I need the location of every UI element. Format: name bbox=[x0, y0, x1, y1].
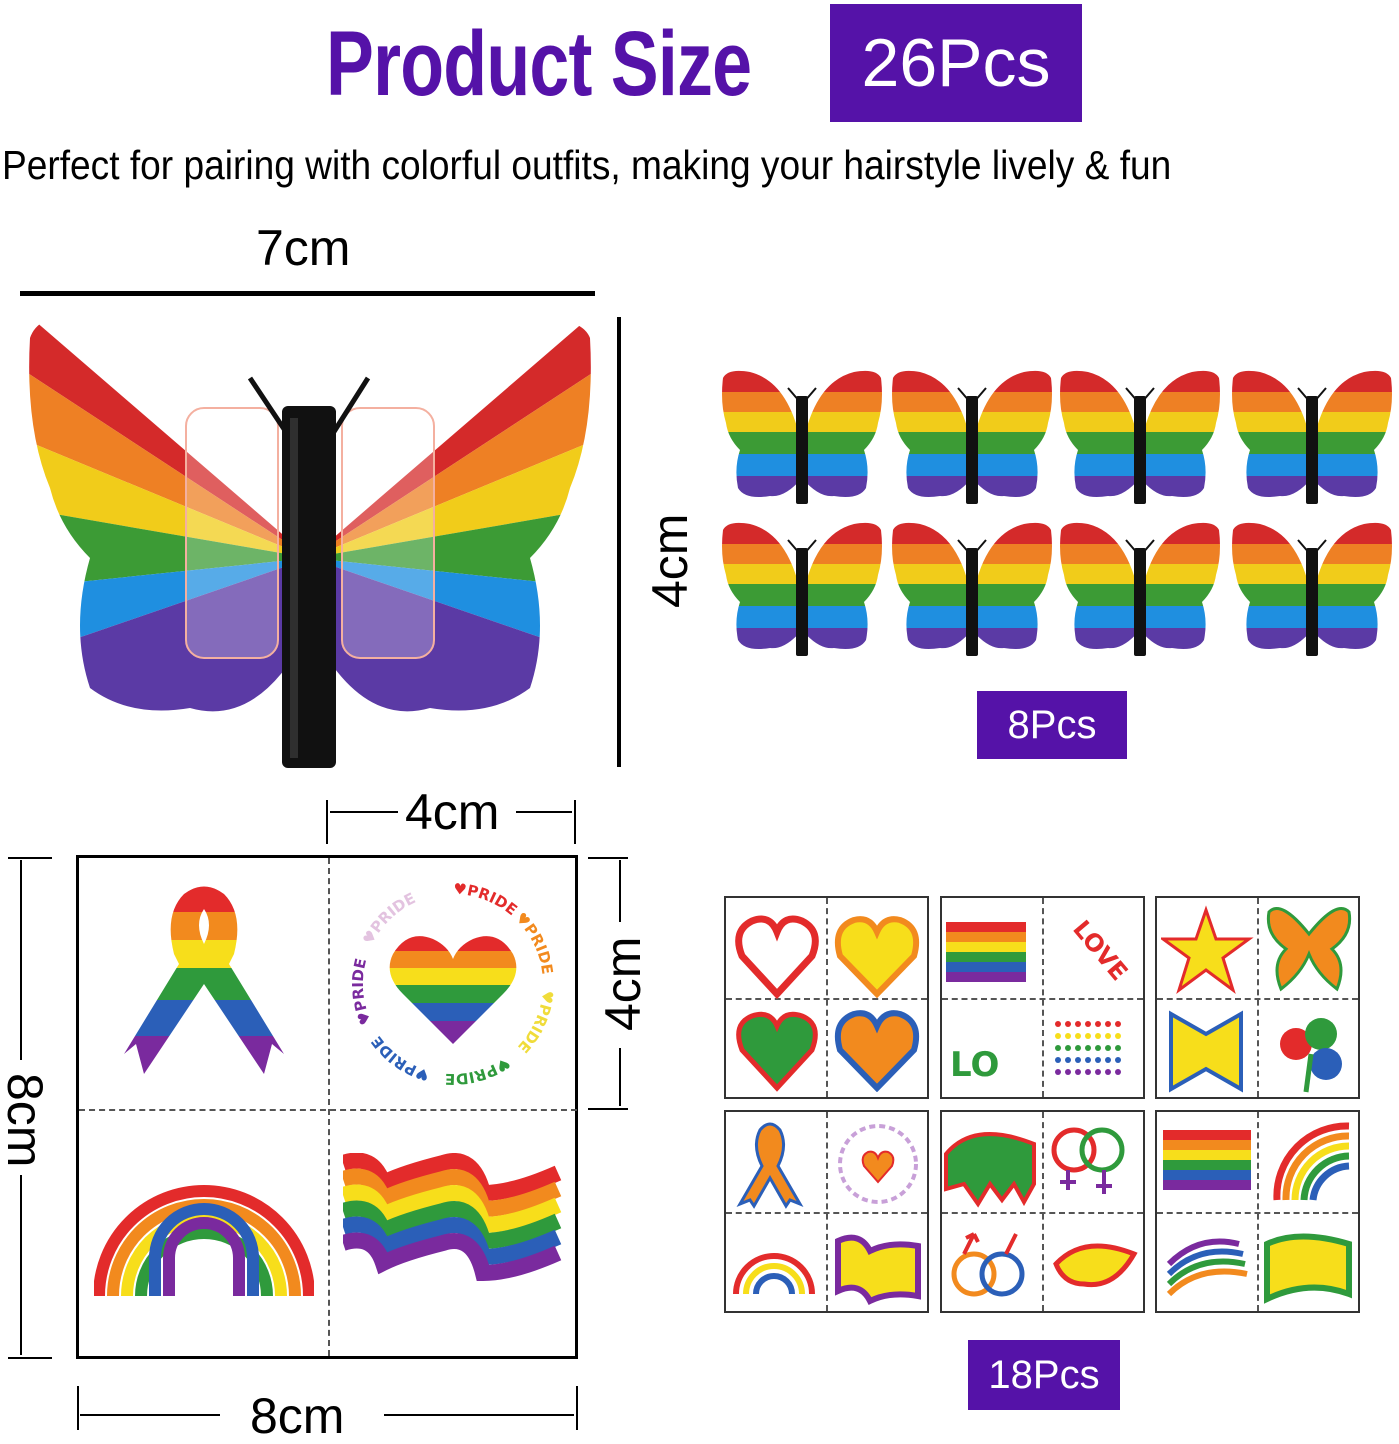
tattoo-rainbow-arch bbox=[79, 1109, 328, 1356]
sheet-divider-vertical bbox=[328, 858, 330, 1356]
total-count-badge: 26Pcs bbox=[830, 4, 1082, 122]
cell-height-arrow-top bbox=[619, 860, 621, 922]
svg-text:♥PRIDE: ♥PRIDE bbox=[514, 989, 557, 1056]
cell-width-label: 4cm bbox=[405, 784, 500, 840]
butterfly-height-label: 4cm bbox=[642, 513, 698, 608]
mini-sheet-hearts bbox=[724, 896, 929, 1099]
mini-sheet-love: LOVE LO bbox=[940, 896, 1145, 1099]
waving-flag-icon bbox=[342, 1152, 561, 1281]
flags-rainbow-icons bbox=[1163, 1122, 1352, 1304]
lips-symbols-icons bbox=[944, 1127, 1138, 1297]
mini-sheet-flags bbox=[1155, 1110, 1360, 1313]
tattoo-ribbon bbox=[79, 858, 328, 1109]
butterfly-height-line bbox=[617, 317, 621, 767]
ribbon-icon bbox=[123, 886, 284, 1074]
svg-text:♥PRIDE: ♥PRIDE bbox=[367, 1032, 431, 1084]
cell-width-arrow-right bbox=[516, 811, 572, 813]
tattoo-waving-flag bbox=[328, 1109, 577, 1356]
sheet-width-arrow-right bbox=[384, 1414, 574, 1416]
sheet-height-arrow-top bbox=[20, 860, 22, 1060]
mini-sheet-lips-symbols bbox=[940, 1110, 1145, 1313]
sheet-height-arrow-bottom bbox=[20, 1175, 22, 1355]
sheet-width-arrow-left bbox=[80, 1414, 220, 1416]
tattoo-sheet: ♥PRIDE ♥PRIDE ♥PRIDE ♥PRIDE ♥PRIDE ♥PRID… bbox=[76, 855, 578, 1359]
cell-width-arrow-left bbox=[330, 811, 398, 813]
cell-width-tick-left bbox=[326, 800, 328, 844]
page-title: Product Size bbox=[326, 13, 752, 115]
mini-sheet-ribbon bbox=[724, 1110, 929, 1313]
sheet-height-label: 8cm bbox=[0, 1073, 53, 1168]
svg-text:♥PRIDE: ♥PRIDE bbox=[511, 908, 556, 975]
cell-width-tick-right bbox=[574, 800, 576, 844]
sheet-width-tick-left bbox=[77, 1386, 79, 1430]
heart-icons bbox=[735, 915, 920, 1092]
cell-height-arrow-bottom bbox=[619, 1048, 621, 1106]
butterfly-count-badge: 8Pcs bbox=[977, 691, 1127, 759]
tattoo-set-grid: LOVE LO bbox=[724, 896, 1360, 1314]
svg-text:LOVE: LOVE bbox=[1067, 915, 1133, 986]
butterfly-width-label: 7cm bbox=[256, 220, 351, 276]
star-butterfly-icons bbox=[1161, 905, 1352, 1093]
subtitle: Perfect for pairing with colorful outfit… bbox=[2, 142, 1172, 188]
butterfly-icon bbox=[29, 315, 591, 768]
cell-height-label: 4cm bbox=[595, 936, 651, 1031]
cell-height-tick-bottom bbox=[588, 1108, 628, 1110]
mini-sheet-star-butterfly bbox=[1155, 896, 1360, 1099]
tattoo-count-badge: 18Pcs bbox=[968, 1340, 1120, 1410]
ribbon-rainbow-icons bbox=[733, 1122, 921, 1306]
cell-height-tick-top bbox=[588, 857, 628, 859]
butterfly-clip-image bbox=[20, 308, 600, 768]
butterfly-width-line bbox=[20, 291, 595, 296]
svg-text:♥PRIDE: ♥PRIDE bbox=[452, 879, 520, 918]
pride-heart-icon: ♥PRIDE ♥PRIDE ♥PRIDE ♥PRIDE ♥PRIDE ♥PRID… bbox=[348, 879, 557, 1087]
sheet-height-tick-bottom bbox=[8, 1357, 52, 1359]
sheet-width-label: 8cm bbox=[250, 1388, 345, 1444]
svg-text:LO: LO bbox=[950, 1045, 999, 1085]
svg-text:♥PRIDE: ♥PRIDE bbox=[444, 1053, 513, 1087]
love-icons: LOVE LO bbox=[946, 915, 1133, 1085]
butterfly-set-grid bbox=[720, 368, 1398, 658]
sheet-height-tick-top bbox=[8, 857, 52, 859]
tattoo-pride-heart-circle: ♥PRIDE ♥PRIDE ♥PRIDE ♥PRIDE ♥PRIDE ♥PRID… bbox=[328, 858, 577, 1109]
rainbow-icon bbox=[93, 1184, 314, 1296]
svg-text:♥PRIDE: ♥PRIDE bbox=[348, 956, 374, 1027]
sheet-width-tick-right bbox=[576, 1386, 578, 1430]
